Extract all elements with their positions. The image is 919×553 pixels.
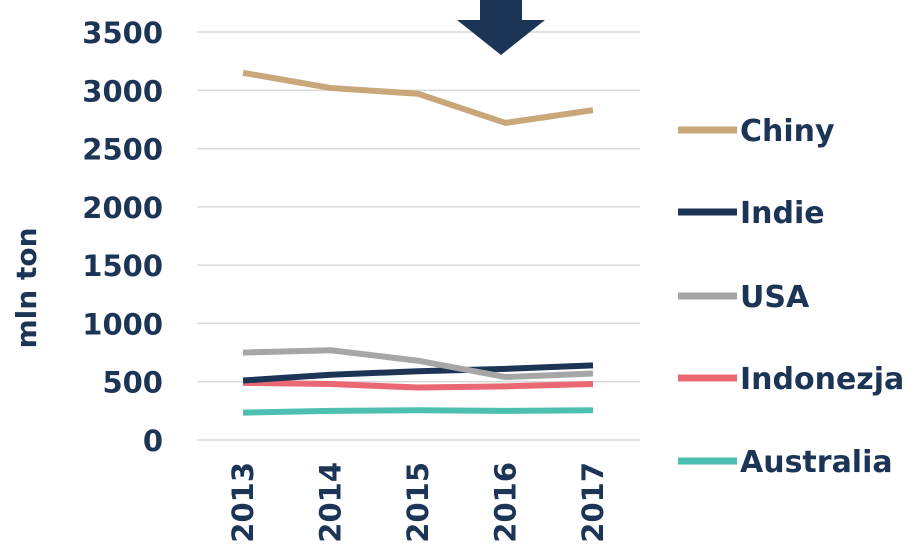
legend-label: USA: [740, 280, 810, 315]
x-tick-label: 2017: [576, 462, 610, 543]
x-tick-label: 2013: [226, 462, 260, 543]
y-tick-label: 1500: [82, 249, 163, 283]
series-line-chiny: [242, 69, 594, 126]
x-tick-label: 2014: [314, 462, 348, 543]
legend-label: Indonezja: [740, 362, 904, 397]
y-tick-label: 500: [102, 366, 163, 400]
series-line-australia: [242, 407, 594, 416]
y-tick-label: 3500: [82, 16, 163, 50]
y-tick-label: 2500: [82, 133, 163, 167]
legend-label: Chiny: [740, 114, 835, 149]
legend: Chiny Indie USA Indonezja Australia: [678, 114, 904, 480]
y-axis-ticks: 0 500 1000 1500 2000 2500 3000 3500: [82, 16, 163, 458]
down-arrow-annotation: [457, 0, 545, 55]
y-tick-label: 0: [143, 424, 163, 458]
y-tick-label: 3000: [82, 74, 163, 108]
series-lines: [242, 69, 594, 416]
y-tick-label: 1000: [82, 307, 163, 341]
x-axis-ticks: 2013 2014 2015 2016 2017: [226, 462, 610, 543]
legend-label: Indie: [740, 196, 825, 231]
y-tick-label: 2000: [82, 191, 163, 225]
legend-label: Australia: [740, 445, 893, 480]
x-tick-label: 2015: [401, 462, 435, 543]
series-line-indie: [242, 362, 594, 384]
y-axis-title: mln ton: [10, 227, 43, 348]
series-line-usa: [242, 347, 594, 381]
x-tick-label: 2016: [489, 462, 523, 543]
series-line-indonezja: [242, 379, 594, 391]
